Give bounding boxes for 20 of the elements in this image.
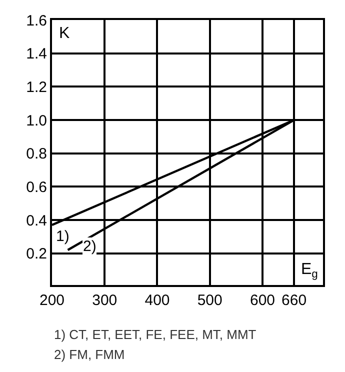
x-tick-label: 200 (39, 292, 65, 309)
x-tick-label: 660 (282, 292, 307, 309)
x-tick-label: 300 (92, 292, 118, 309)
x-tick-label: 600 (250, 292, 276, 309)
y-tick-label: 0.2 (26, 246, 47, 263)
series-label: 2) (83, 238, 96, 255)
x-axis-title: E$_{g}$ (301, 261, 318, 280)
y-tick-label: 1.6 (26, 12, 47, 30)
y-tick-label: 0.8 (26, 146, 47, 163)
y-tick-label: 0.4 (26, 212, 47, 230)
y-tick-label: 1.4 (26, 46, 47, 63)
series-label: 1) (56, 228, 70, 245)
y-tick-label: 1.2 (26, 78, 47, 96)
y-axis-title: K (59, 25, 70, 42)
text: 1) CT, ET, EET, FE, FEE, MT, MMT (54, 327, 256, 342)
y-tick-label: 1.0 (26, 112, 47, 130)
text: 2) FM, FMM (54, 347, 125, 362)
y-tick-label: 0.6 (26, 178, 47, 196)
x-tick-label: 500 (197, 292, 222, 309)
x-tick-label: 400 (144, 292, 170, 309)
